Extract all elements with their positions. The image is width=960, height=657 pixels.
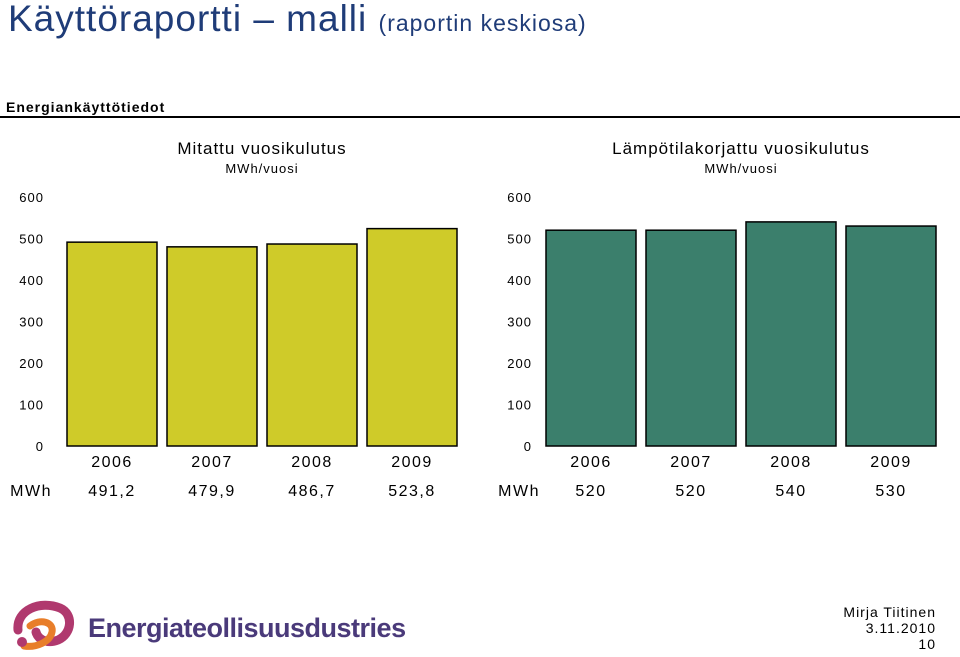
temperature-corrected-consumption-chart: Lämpötilakorjattu vuosikulutus MWh/vuosi 0… bbox=[498, 139, 937, 500]
y-tick-label: 300 bbox=[19, 315, 44, 330]
footer-info: Mirja Tiitinen 3.11.2010 10 bbox=[843, 604, 936, 652]
footer-page-number: 10 bbox=[918, 636, 936, 652]
category-label: 2009 bbox=[391, 454, 433, 471]
page-subtitle: (raportin keskiosa) bbox=[378, 10, 587, 36]
category-label: 2007 bbox=[191, 454, 233, 471]
y-tick-label: 100 bbox=[507, 398, 532, 413]
y-tick-label: 400 bbox=[507, 273, 532, 288]
y-tick-label: 300 bbox=[507, 315, 532, 330]
section-heading: Energiankäyttötiedot bbox=[6, 99, 166, 115]
chart-unit-label: MWh/vuosi bbox=[225, 161, 298, 176]
footer-author: Mirja Tiitinen bbox=[843, 604, 936, 620]
chart-unit-label: MWh/vuosi bbox=[704, 161, 777, 176]
y-tick-label: 0 bbox=[36, 439, 44, 454]
data-value-label: 486,7 bbox=[288, 483, 336, 500]
data-value-label: 540 bbox=[775, 483, 806, 500]
data-value-label: 520 bbox=[675, 483, 706, 500]
y-tick-label: 600 bbox=[507, 190, 532, 205]
y-tick-label: 500 bbox=[19, 232, 44, 247]
data-value-label: 491,2 bbox=[88, 483, 136, 500]
y-tick-label: 0 bbox=[524, 439, 532, 454]
y-tick-label: 500 bbox=[507, 232, 532, 247]
bar-2006 bbox=[66, 241, 158, 447]
row-unit-label: MWh bbox=[498, 483, 540, 500]
chart-title: Lämpötilakorjattu vuosikulutus bbox=[612, 139, 870, 158]
page-title: Käyttöraportti – malli (raportin keskios… bbox=[8, 0, 587, 40]
category-label: 2008 bbox=[770, 454, 812, 471]
category-label: 2007 bbox=[670, 454, 712, 471]
row-unit-label: MWh bbox=[10, 483, 52, 500]
section-divider bbox=[0, 116, 960, 118]
bar-2007 bbox=[645, 229, 737, 447]
company-brand: Energiateollisuusdustries bbox=[88, 613, 406, 643]
bar-2009 bbox=[845, 225, 937, 447]
category-label: 2006 bbox=[570, 454, 612, 471]
data-value-label: 523,8 bbox=[388, 483, 436, 500]
bar-2008 bbox=[745, 221, 837, 447]
category-label: 2009 bbox=[870, 454, 912, 471]
footer-date: 3.11.2010 bbox=[865, 620, 936, 636]
page-title-main: Käyttöraportti – malli bbox=[8, 0, 368, 39]
category-label: 2008 bbox=[291, 454, 333, 471]
bar-2006 bbox=[545, 229, 637, 447]
y-tick-label: 200 bbox=[19, 356, 44, 371]
data-value-label: 520 bbox=[575, 483, 606, 500]
company-logo-icon bbox=[13, 600, 74, 650]
category-label: 2006 bbox=[91, 454, 133, 471]
y-tick-label: 600 bbox=[19, 190, 44, 205]
measured-consumption-chart: Mitattu vuosikulutus MWh/vuosi 0 100 200 300 4… bbox=[10, 139, 458, 500]
y-tick-label: 400 bbox=[19, 273, 44, 288]
chart-title: Mitattu vuosikulutus bbox=[177, 139, 346, 158]
bar-2007 bbox=[166, 246, 258, 447]
data-value-label: 530 bbox=[875, 483, 906, 500]
bar-2009 bbox=[366, 227, 458, 447]
bar-2008 bbox=[266, 243, 358, 447]
y-tick-label: 100 bbox=[19, 398, 44, 413]
y-tick-label: 200 bbox=[507, 356, 532, 371]
data-value-label: 479,9 bbox=[188, 483, 236, 500]
